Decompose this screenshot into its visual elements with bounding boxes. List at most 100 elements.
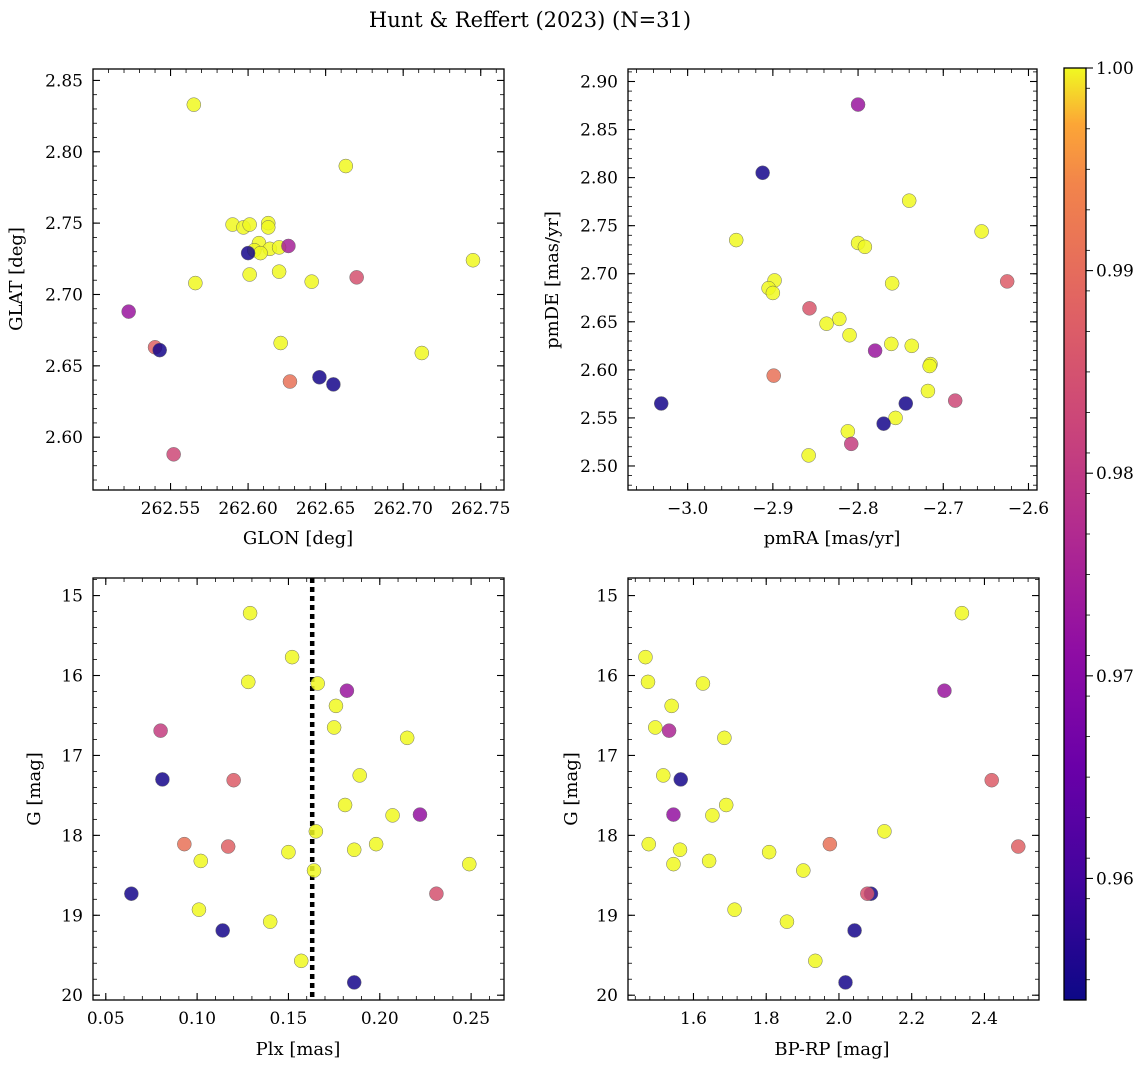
- data-point: [346, 975, 362, 990]
- data-point: [293, 953, 309, 969]
- data-point: [718, 797, 734, 813]
- data-point: [653, 396, 669, 411]
- data-point: [281, 238, 296, 254]
- data-point: [801, 448, 816, 463]
- data-point: [937, 683, 952, 698]
- data-point: [155, 772, 170, 787]
- data-point: [281, 844, 296, 860]
- y-tick-label: 16: [596, 667, 618, 687]
- data-point: [242, 605, 258, 621]
- data-point: [641, 836, 656, 852]
- data-point: [242, 217, 257, 232]
- data-point: [999, 274, 1015, 289]
- x-tick-label: 262.70: [373, 499, 432, 519]
- data-point: [312, 370, 327, 385]
- data-point: [1011, 839, 1026, 854]
- plot-frame: [627, 577, 1040, 1001]
- data-point: [898, 396, 914, 411]
- data-point: [191, 902, 207, 917]
- data-point: [884, 336, 899, 352]
- x-axis-label: Plx [mas]: [256, 1039, 341, 1060]
- data-point: [673, 772, 688, 787]
- data-point: [273, 335, 288, 351]
- panel-glon-glat: GLON [deg] GLAT [deg] 262.55 262.60 262.65…: [6, 68, 510, 549]
- data-point: [867, 343, 883, 358]
- data-point: [328, 698, 344, 714]
- axis-ticks: 1.6 1.8 2.0 2.2 2.4 15 16 17 18 19 20: [596, 578, 1039, 1029]
- data-point: [843, 436, 859, 452]
- y-tick-label: 2.65: [580, 313, 618, 333]
- data-point: [310, 676, 325, 691]
- data-point: [728, 232, 744, 248]
- colorbar: 0.96 0.97 0.98 0.99 1.00: [1063, 59, 1134, 1001]
- data-point: [412, 807, 428, 822]
- colorbar-gradient: [1064, 68, 1086, 1000]
- data-point: [755, 165, 770, 181]
- data-point: [414, 345, 430, 361]
- y-tick-label: 15: [596, 587, 618, 607]
- x-tick-label: −2.9: [752, 499, 793, 519]
- data-point: [337, 797, 353, 813]
- data-point: [226, 772, 241, 788]
- x-tick-label: −2.7: [923, 499, 964, 519]
- plot-frame: [92, 577, 505, 1001]
- data-point: [695, 676, 711, 691]
- data-point: [974, 224, 989, 239]
- colorbar-frame: [1063, 67, 1087, 1001]
- y-tick-label: 2.85: [45, 71, 83, 91]
- data-point: [648, 720, 663, 735]
- data-point: [326, 720, 342, 735]
- x-tick-label: 0.05: [87, 1009, 125, 1029]
- data-point: [177, 836, 192, 852]
- data-point: [242, 267, 257, 282]
- scatter-points: [121, 97, 481, 462]
- data-point: [153, 723, 168, 738]
- x-tick-label: 0.20: [361, 1009, 399, 1029]
- data-point: [920, 383, 936, 399]
- data-point: [796, 863, 811, 878]
- data-point: [465, 252, 481, 268]
- data-point: [802, 301, 817, 316]
- y-tick-label: 19: [596, 906, 618, 926]
- y-axis-label: G [mag]: [561, 752, 582, 825]
- data-point: [193, 853, 209, 869]
- data-point: [672, 842, 688, 857]
- data-point: [857, 239, 873, 255]
- data-point: [656, 768, 671, 783]
- y-tick-label: 2.50: [580, 457, 618, 477]
- data-point: [901, 193, 917, 208]
- data-point: [666, 856, 681, 872]
- x-tick-label: 1.6: [680, 1009, 707, 1029]
- data-point: [705, 808, 720, 823]
- y-tick-label: 20: [61, 986, 83, 1006]
- data-point: [847, 923, 862, 938]
- y-tick-label: 20: [596, 986, 618, 1006]
- y-tick-label: 2.90: [580, 72, 618, 92]
- scatter-points: [653, 97, 1015, 463]
- data-point: [779, 914, 795, 929]
- colorbar-ticks: 0.96 0.97 0.98 0.99 1.00: [1086, 59, 1134, 981]
- y-axis-label: GLAT [deg]: [6, 227, 27, 331]
- data-point: [717, 730, 732, 746]
- colorbar-tick-label: 1.00: [1096, 59, 1134, 79]
- data-point: [346, 842, 362, 857]
- x-axis-label: GLON [deg]: [243, 528, 353, 549]
- x-tick-label: −2.8: [837, 499, 878, 519]
- panel-color-magnitude: BP-RP [mag] G [mag] 1.6 1.8 2.0 2.2 2.415161…: [561, 577, 1040, 1060]
- x-axis-label: pmRA [mas/yr]: [764, 528, 901, 549]
- x-tick-label: 0.25: [452, 1009, 490, 1029]
- scatter-points: [638, 605, 1026, 990]
- plot-frame: [92, 68, 505, 491]
- y-tick-label: 17: [61, 746, 83, 766]
- data-point: [261, 220, 276, 235]
- data-point: [832, 311, 847, 327]
- data-point: [701, 853, 717, 869]
- data-point: [822, 836, 838, 852]
- panel-proper-motion: pmRA [mas/yr] pmDE [mas/yr] −3.0 −2.9 −2.8…: [542, 68, 1049, 549]
- data-point: [186, 97, 202, 112]
- x-tick-label: 262.55: [141, 499, 200, 519]
- y-tick-label: 2.60: [580, 361, 618, 381]
- colorbar-tick-label: 0.98: [1096, 464, 1134, 484]
- data-point: [884, 276, 900, 291]
- x-tick-label: 1.8: [753, 1009, 780, 1029]
